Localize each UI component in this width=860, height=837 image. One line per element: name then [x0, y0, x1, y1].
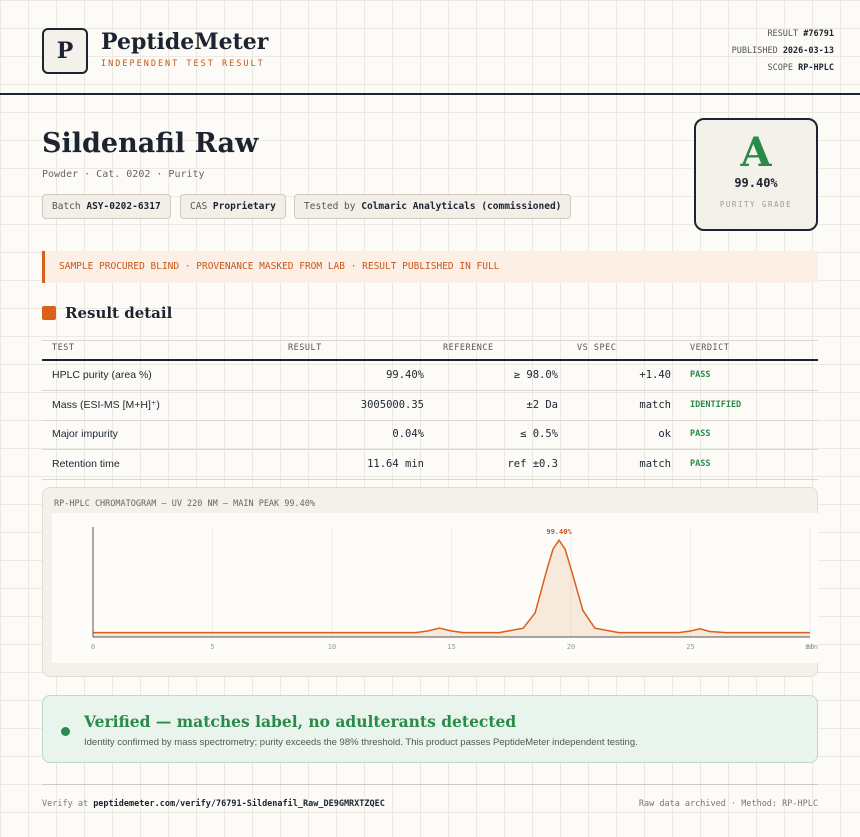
chip-value: Proprietary	[212, 201, 276, 212]
chip-label: CAS	[190, 201, 208, 212]
chip-label: Tested by	[304, 201, 356, 212]
table-cell: PASS	[690, 429, 711, 439]
x-tick-label: 30	[806, 643, 814, 651]
meta: RESULT #76791	[767, 29, 834, 39]
row-rule	[42, 390, 818, 391]
x-tick-label: 15	[447, 643, 455, 651]
peak-label: 99.40%	[546, 528, 572, 536]
chip: Batch ASY-0202-6317	[42, 194, 171, 219]
table-cell: ok	[658, 428, 671, 440]
grade-box: A 99.40% PURITY GRADE	[694, 118, 818, 231]
footer-right: Raw data archived · Method: RP-HPLC	[638, 799, 818, 809]
tagline: INDEPENDENT TEST RESULT	[101, 59, 265, 69]
table-header: VERDICT	[690, 343, 730, 353]
row-rule	[42, 478, 818, 480]
section-title: Result detail	[65, 304, 173, 322]
grade-caption: PURITY GRADE	[719, 200, 793, 209]
table-cell: Mass (ESI-MS [M+H]⁺)	[52, 398, 160, 411]
verdict-title: Verified — matches label, no adulterants…	[84, 712, 517, 731]
row-rule	[42, 419, 818, 421]
table-header: VS SPEC	[577, 343, 617, 353]
x-tick-label: 20	[567, 643, 575, 651]
table-cell: 99.40%	[386, 369, 424, 381]
footer-verify: Verify at peptidemeter.com/verify/76791-…	[42, 799, 385, 809]
meta-value: RP-HPLC	[798, 63, 834, 73]
chip-value: ASY-0202-6317	[86, 201, 161, 212]
section-icon	[42, 306, 56, 320]
table-cell: IDENTIFIED	[690, 399, 742, 410]
table-cell: ≥ 98.0%	[513, 369, 558, 381]
table-cell: 11.64 min	[367, 457, 424, 470]
verify-url[interactable]: peptidemeter.com/verify/76791-Sildenafil…	[93, 799, 385, 809]
table-cell: match	[639, 398, 671, 411]
product-name: Sildenafil Raw	[42, 128, 259, 159]
chip: Tested by Colmaric Analyticals (commissi…	[294, 194, 572, 219]
verdict-box: Verified — matches label, no adulterants…	[42, 695, 818, 763]
table-cell: ≤ 0.5%	[520, 428, 558, 440]
meta-value: #76791	[803, 29, 834, 39]
grade-letter: A	[740, 129, 772, 176]
chip: CAS Proprietary	[180, 194, 286, 219]
x-tick-label: 25	[686, 643, 694, 651]
table-cell: PASS	[690, 458, 711, 469]
meta: PUBLISHED 2026-03-13	[732, 46, 834, 56]
notice: SAMPLE PROCURED BLIND · PROVENANCE MASKE…	[42, 251, 818, 283]
footer-rule	[42, 784, 818, 785]
chart-title: RP-HPLC CHROMATOGRAM — UV 220 NM — MAIN …	[54, 499, 315, 509]
brand: PeptideMeter	[101, 29, 269, 55]
line	[93, 538, 810, 634]
verify-label: Verify at	[42, 799, 89, 809]
table-cell: ref ±0.3	[507, 457, 558, 470]
chip-value: Colmaric Analyticals (commissioned)	[361, 201, 562, 212]
row-rule	[42, 449, 818, 450]
verdict-dot	[61, 727, 70, 736]
table-cell: PASS	[690, 370, 711, 380]
logo: P	[42, 28, 88, 74]
table-cell: +1.40	[639, 369, 671, 381]
meta-label: RESULT	[767, 29, 799, 39]
meta-value: 2026-03-13	[782, 46, 834, 56]
x-tick-label: 10	[328, 643, 336, 651]
meta: SCOPE RP-HPLC	[767, 63, 834, 73]
meta-label: PUBLISHED	[731, 46, 778, 56]
table-cell: HPLC purity (area %)	[52, 369, 152, 381]
table-cell: Retention time	[52, 457, 120, 470]
x-tick-label: 0	[91, 643, 95, 651]
verdict-text: Identity confirmed by mass spectrometry;…	[84, 737, 638, 748]
grade-value: 99.40%	[734, 176, 778, 190]
chip-label: Batch	[52, 201, 81, 212]
table-rule	[42, 340, 818, 341]
table-rule	[42, 359, 818, 361]
product-subtitle: Powder · Cat. 0202 · Purity	[42, 169, 205, 180]
header-rule	[0, 93, 860, 95]
x-tick-label: 5	[210, 643, 214, 651]
table-cell: ±2 Da	[526, 398, 558, 411]
table-cell: Major impurity	[52, 428, 118, 440]
table-cell: 0.04%	[392, 428, 424, 440]
x-unit: min	[805, 643, 818, 651]
table-header: REFERENCE	[443, 343, 494, 353]
table-header: TEST	[52, 343, 75, 353]
meta-label: SCOPE	[767, 63, 794, 73]
table-header: RESULT	[288, 343, 322, 353]
table-cell: match	[639, 457, 671, 470]
table-cell: 3005000.35	[360, 398, 424, 411]
